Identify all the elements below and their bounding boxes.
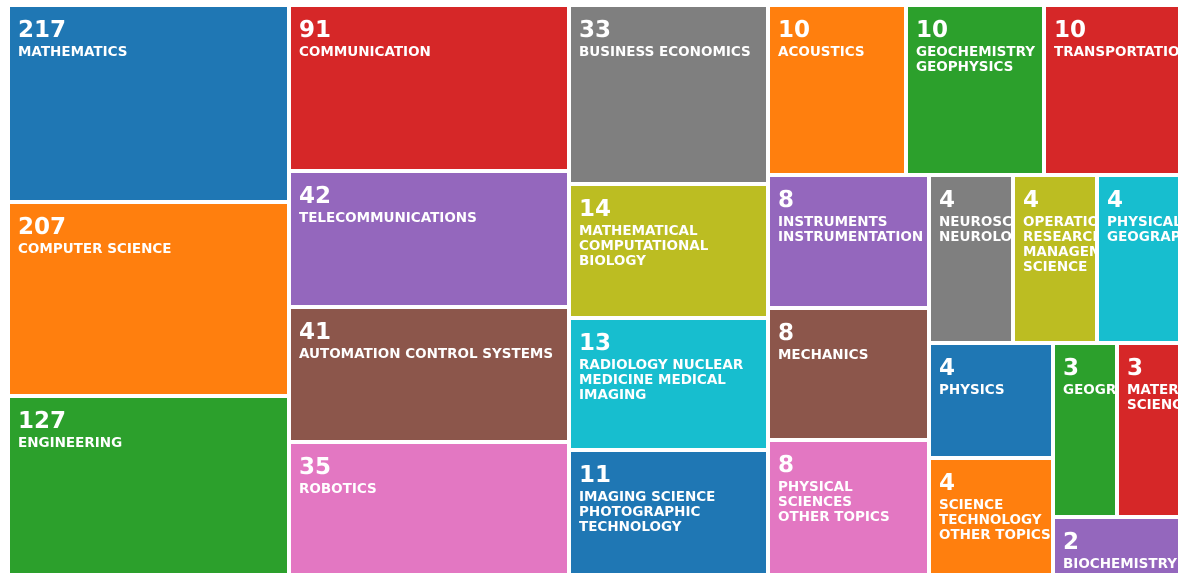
treemap-tile: 4 SCIENCE TECHNOLOGY OTHER TOPICS <box>931 460 1051 573</box>
treemap-tile: 8 INSTRUMENTS INSTRUMENTATION <box>770 177 927 306</box>
treemap-tile: 8 PHYSICAL SCIENCES OTHER TOPICS <box>770 442 927 573</box>
tile-value: 41 <box>299 319 332 345</box>
tile-label: COMPUTER SCIENCE <box>18 241 172 257</box>
treemap-tile: 2 BIOCHEMISTRY <box>1055 519 1178 573</box>
tile-label: PHYSICAL GEOGRAPHY <box>1107 214 1178 245</box>
tile-value: 4 <box>1107 187 1124 213</box>
treemap-tile: 3MATERIALS SCIENCE <box>1119 345 1178 515</box>
tile-label: GEOCHEMISTRY GEOPHYSICS <box>916 44 1036 75</box>
tile-value: 3 <box>1127 355 1144 381</box>
tile-label: MATHEMATICAL COMPUTATIONAL BIOLOGY <box>579 223 709 269</box>
treemap-tile: 41 AUTOMATION CONTROL SYSTEMS <box>291 309 567 440</box>
tile-value: 4 <box>939 470 956 496</box>
treemap-tile: 127 ENGINEERING <box>10 398 287 573</box>
tile-value: 33 <box>579 17 612 43</box>
tile-value: 4 <box>939 355 956 381</box>
tile-label: GEOGRAPHY <box>1063 382 1115 398</box>
tile-value: 8 <box>778 452 795 478</box>
tile-label: MECHANICS <box>778 347 869 363</box>
tile-label: TRANSPORTATION <box>1054 44 1178 60</box>
tile-value: 10 <box>1054 17 1087 43</box>
tile-value: 127 <box>18 408 67 434</box>
tile-value: 4 <box>939 187 956 213</box>
tile-value: 14 <box>579 196 612 222</box>
treemap-tile: 10 GEOCHEMISTRY GEOPHYSICS <box>908 7 1042 173</box>
treemap-tile: 10 TRANSPORTATION <box>1046 7 1178 173</box>
tile-label: ENGINEERING <box>18 435 123 451</box>
tile-label: MATERIALS SCIENCE <box>1127 382 1178 413</box>
tile-label: SCIENCE TECHNOLOGY OTHER TOPICS <box>939 497 1051 543</box>
treemap-tile: 10 ACOUSTICS <box>770 7 904 173</box>
tile-label: PHYSICAL SCIENCES OTHER TOPICS <box>778 479 890 525</box>
tile-label: BIOCHEMISTRY <box>1063 556 1178 572</box>
treemap-tile: 207 COMPUTER SCIENCE <box>10 204 287 394</box>
treemap-tile: 13 RADIOLOGY NUCLEAR MEDICINE MEDICAL IMA… <box>571 320 766 448</box>
tile-value: 10 <box>916 17 949 43</box>
treemap-tile: 91 COMMUNICATION <box>291 7 567 169</box>
treemap-tile: 4NEUROSCIENCES NEUROLOGY <box>931 177 1011 341</box>
tile-label: INSTRUMENTS INSTRUMENTATION <box>778 214 924 245</box>
tile-label: ROBOTICS <box>299 481 377 497</box>
treemap-tile: 33 BUSINESS ECONOMICS <box>571 7 766 182</box>
tile-value: 35 <box>299 454 332 480</box>
tile-label: BUSINESS ECONOMICS <box>579 44 751 60</box>
tile-label: NEUROSCIENCES NEUROLOGY <box>939 214 1011 245</box>
tile-value: 8 <box>778 187 795 213</box>
tile-label: OPERATIONS RESEARCH MANAGEMENT SCIENCE <box>1023 214 1095 275</box>
treemap-tile: 11 IMAGING SCIENCE PHOTOGRAPHIC TECHNOLOG… <box>571 452 766 573</box>
tile-value: 2 <box>1063 529 1080 555</box>
tile-label: ACOUSTICS <box>778 44 865 60</box>
tile-value: 207 <box>18 214 67 240</box>
tile-value: 13 <box>579 330 612 356</box>
tile-label: AUTOMATION CONTROL SYSTEMS <box>299 346 554 362</box>
treemap-tile: 42 TELECOMMUNICATIONS <box>291 173 567 305</box>
treemap-tile: 4 PHYSICS <box>931 345 1051 456</box>
tile-value: 217 <box>18 17 67 43</box>
treemap-tile: 3GEOGRAPHY <box>1055 345 1115 515</box>
tile-value: 3 <box>1063 355 1080 381</box>
treemap-tile: 8 MECHANICS <box>770 310 927 438</box>
treemap-tile: 35 ROBOTICS <box>291 444 567 573</box>
treemap-tile: 14 MATHEMATICAL COMPUTATIONAL BIOLOGY <box>571 186 766 316</box>
treemap-tile: 217 MATHEMATICS <box>10 7 287 200</box>
tile-label: TELECOMMUNICATIONS <box>299 210 477 226</box>
tile-value: 91 <box>299 17 332 43</box>
tile-value: 4 <box>1023 187 1040 213</box>
tile-value: 10 <box>778 17 811 43</box>
tile-label: MATHEMATICS <box>18 44 128 60</box>
tile-value: 11 <box>579 462 612 488</box>
tile-label: PHYSICS <box>939 382 1005 398</box>
treemap-tile: 4OPERATIONS RESEARCH MANAGEMENT SCIENCE <box>1015 177 1095 341</box>
tile-label: IMAGING SCIENCE PHOTOGRAPHIC TECHNOLOGY <box>579 489 716 535</box>
tile-label: RADIOLOGY NUCLEAR MEDICINE MEDICAL IMAGI… <box>579 357 744 403</box>
tile-value: 42 <box>299 183 332 209</box>
tile-label: COMMUNICATION <box>299 44 431 60</box>
tile-value: 8 <box>778 320 795 346</box>
